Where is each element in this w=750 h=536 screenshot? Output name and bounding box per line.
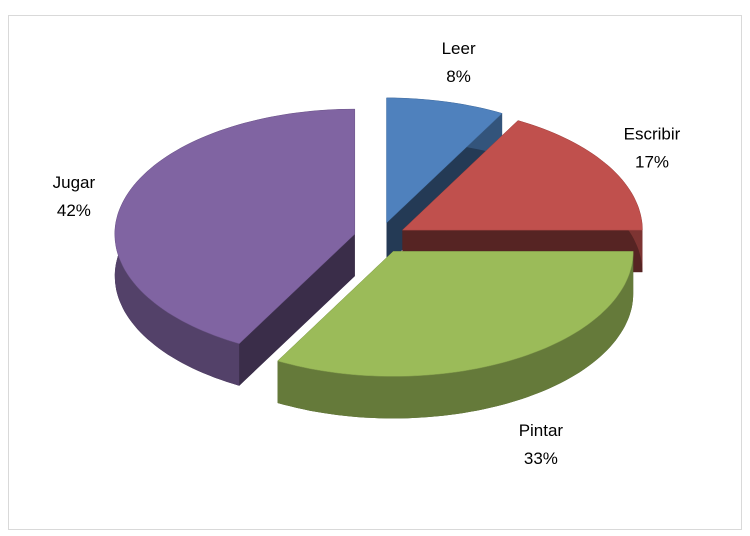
slice-group [277,251,634,419]
slice-group [114,108,356,386]
pie-slice [386,97,503,224]
data-label-value: 8% [446,67,471,86]
pie-slice [114,108,356,344]
pie-slice [277,251,634,377]
data-label-category: Leer [442,39,476,58]
slice-side [239,234,355,386]
data-label-value: 33% [524,449,558,468]
data-label-category: Escribir [624,125,681,144]
data-label-category: Jugar [53,173,96,192]
data-label-value: 42% [57,201,91,220]
pie-slice [401,120,643,231]
slice-wall [277,251,634,419]
data-label-category: Pintar [519,421,564,440]
data-label-value: 17% [635,153,669,172]
